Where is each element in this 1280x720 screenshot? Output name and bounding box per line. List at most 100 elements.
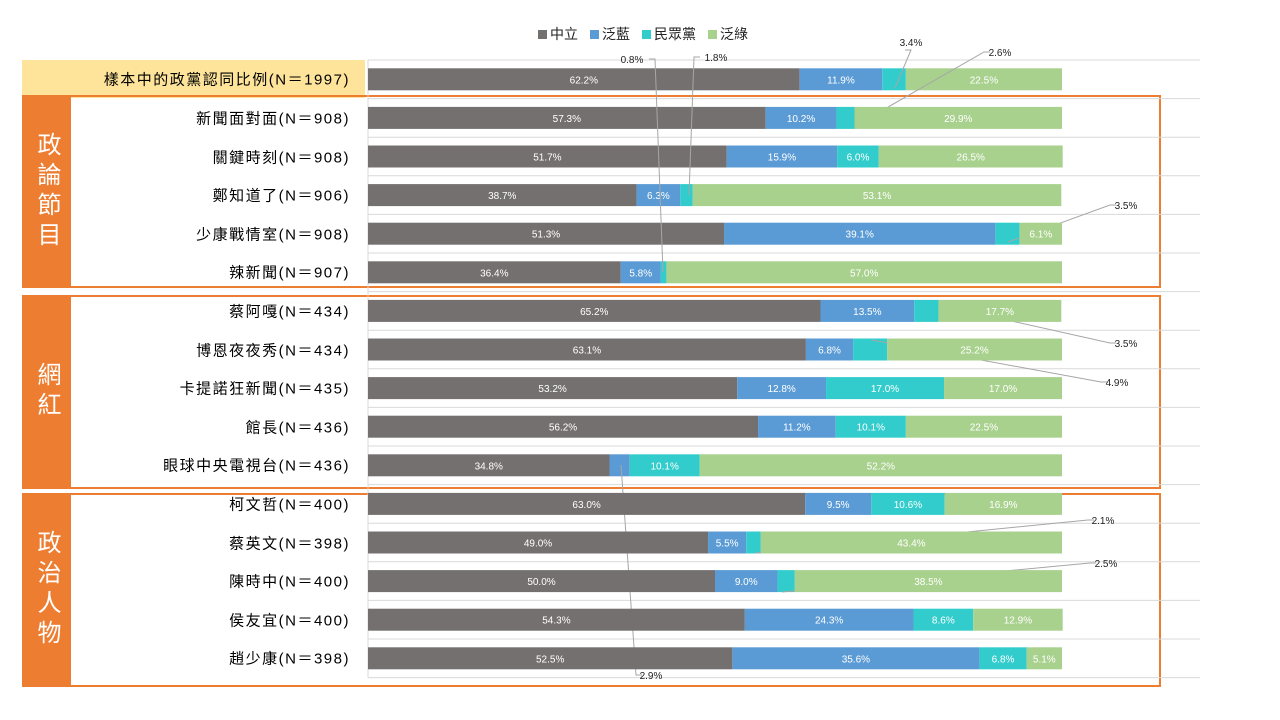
data-label: 38.5%	[914, 577, 942, 588]
data-label: 43.4%	[897, 539, 925, 550]
data-label: 34.8%	[475, 461, 503, 472]
bar-segment	[758, 415, 836, 438]
bar-segment	[746, 531, 761, 554]
bar-segment	[871, 492, 945, 515]
data-label: 6.3%	[647, 191, 670, 202]
bar-segment	[699, 454, 1062, 477]
data-label: 6.1%	[1029, 230, 1052, 241]
group-label-politicians: 政治人物	[22, 493, 71, 687]
data-label: 22.5%	[970, 423, 998, 434]
bar-segment	[724, 222, 996, 245]
category-label: 鄭知道了(N＝906)	[212, 187, 350, 205]
bar-segment	[938, 299, 1062, 322]
category-label: 侯友宜(N＝400)	[229, 612, 350, 630]
data-label: 9.5%	[827, 500, 850, 511]
bar-segment	[973, 608, 1063, 631]
data-label: 5.5%	[716, 539, 739, 550]
data-label: 22.5%	[970, 75, 998, 86]
data-label: 6.8%	[818, 346, 841, 357]
legend: 中立 泛藍 民眾黨 泛綠	[538, 24, 748, 44]
legend-item-neutral: 中立	[538, 24, 578, 44]
category-label: 新聞面對面(N＝908)	[196, 110, 350, 128]
data-label: 2.6%	[989, 48, 1012, 59]
bar-segment	[620, 261, 661, 284]
bar-segment	[837, 145, 879, 168]
data-label: 10.6%	[894, 500, 922, 511]
bar-segment	[368, 570, 715, 593]
data-label: 16.9%	[989, 500, 1017, 511]
data-label: 5.8%	[629, 268, 652, 279]
category-label: 卡提諾狂新聞(N＝435)	[179, 380, 350, 398]
category-label: 關鍵時刻(N＝908)	[212, 149, 350, 166]
data-label: 17.7%	[986, 307, 1014, 318]
data-label: 36.4%	[480, 268, 508, 279]
bar-segment	[914, 299, 939, 322]
bar-segment	[1026, 647, 1062, 670]
category-label: 趙少康(N＝398)	[229, 650, 350, 668]
data-label: 17.0%	[871, 384, 899, 395]
bar-segment	[368, 377, 738, 400]
bar-segment	[368, 338, 806, 361]
data-label: 26.5%	[957, 153, 985, 164]
legend-swatch	[642, 29, 651, 39]
category-label: 少康戰情室(N＝908)	[196, 226, 350, 244]
data-label: 63.1%	[573, 346, 601, 357]
category-label: 蔡阿嘎(N＝434)	[229, 303, 350, 321]
data-label: 10.1%	[651, 461, 679, 472]
bar-segment	[368, 106, 766, 129]
legend-item-tpp: 民眾黨	[642, 24, 696, 44]
data-label: 6.8%	[992, 654, 1015, 665]
bar-segment	[708, 531, 747, 554]
data-label: 35.6%	[842, 654, 870, 665]
bar-segment	[629, 454, 700, 477]
bar-segment	[765, 106, 837, 129]
baseline-row-highlight	[22, 60, 365, 98]
bar-segment	[805, 492, 872, 515]
bar-segment	[826, 377, 945, 400]
legend-swatch	[538, 29, 547, 39]
data-label: 63.0%	[572, 500, 600, 511]
bar-segment	[368, 454, 610, 477]
data-label: 38.7%	[488, 191, 516, 202]
bar-segment	[905, 68, 1062, 91]
bar-segment	[1019, 222, 1062, 245]
category-label: 陳時中(N＝400)	[229, 573, 350, 591]
data-label: 29.9%	[944, 114, 972, 125]
bar-segment	[882, 68, 906, 91]
bar-segment	[715, 570, 778, 593]
bar-segment	[368, 299, 821, 322]
bar-segment	[854, 106, 1062, 129]
data-label: 51.7%	[533, 153, 561, 164]
data-label: 11.9%	[827, 75, 855, 86]
data-label: 56.2%	[549, 423, 577, 434]
bar-segment	[368, 531, 709, 554]
data-label: 2.5%	[1095, 559, 1118, 570]
bar-segment	[680, 184, 693, 207]
bar-segment	[777, 570, 795, 593]
legend-swatch	[708, 29, 717, 39]
bar-segment	[794, 570, 1062, 593]
bar-segment	[944, 377, 1062, 400]
bar-segment	[660, 261, 667, 284]
leader-line	[649, 58, 664, 273]
bar-segment	[995, 222, 1020, 245]
bar-segment	[913, 608, 974, 631]
category-label: 館長(N＝436)	[245, 419, 350, 437]
bar-segment	[905, 415, 1062, 438]
data-label: 2.1%	[1092, 516, 1115, 527]
legend-label: 中立	[550, 26, 578, 42]
bar-segment	[368, 415, 759, 438]
data-label: 10.2%	[787, 114, 815, 125]
data-label: 51.3%	[532, 230, 560, 241]
data-label: 53.2%	[538, 384, 566, 395]
bar-segment	[368, 608, 745, 631]
legend-label: 泛綠	[720, 26, 748, 42]
leader-line	[854, 51, 990, 127]
data-label: 54.3%	[542, 616, 570, 627]
bar-segment	[368, 261, 621, 284]
data-label: 53.1%	[863, 191, 891, 202]
data-label: 0.8%	[621, 55, 644, 66]
legend-item-blue: 泛藍	[590, 24, 630, 44]
data-label: 57.3%	[553, 114, 581, 125]
